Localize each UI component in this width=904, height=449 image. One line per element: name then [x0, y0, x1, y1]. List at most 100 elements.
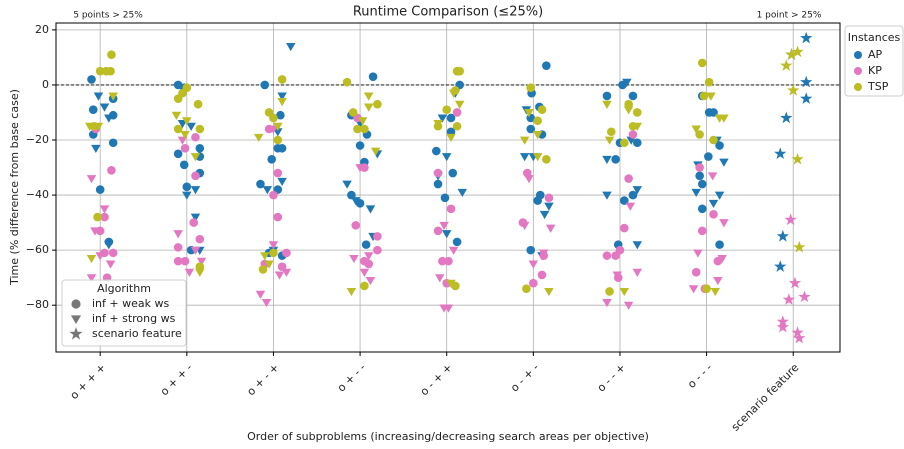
point — [173, 124, 183, 134]
point — [264, 260, 274, 269]
point — [774, 260, 787, 272]
point — [533, 196, 542, 205]
point — [625, 202, 636, 211]
point — [632, 186, 643, 195]
point — [364, 103, 374, 112]
point — [800, 75, 813, 88]
point — [695, 130, 704, 139]
point — [602, 155, 612, 165]
y-tick-label: 20 — [35, 23, 49, 36]
point — [539, 210, 550, 220]
legend-box — [844, 25, 904, 97]
point — [606, 127, 616, 137]
point — [277, 98, 287, 107]
point — [440, 193, 450, 203]
point — [632, 122, 643, 131]
point — [628, 130, 638, 139]
point — [785, 48, 798, 60]
point — [532, 153, 543, 162]
point — [454, 100, 465, 109]
point — [360, 124, 369, 134]
point — [282, 248, 291, 258]
point — [93, 122, 104, 131]
legend-box — [61, 279, 187, 347]
point — [348, 108, 358, 117]
point — [538, 249, 549, 258]
point — [526, 83, 536, 92]
point — [612, 271, 623, 280]
point — [173, 230, 183, 239]
point — [182, 191, 192, 200]
point — [691, 267, 701, 277]
y-tick-label: −80 — [26, 298, 49, 311]
point — [268, 125, 279, 134]
point — [433, 226, 443, 236]
point — [622, 78, 632, 87]
legend-label: inf + weak ws — [92, 297, 169, 310]
point — [439, 221, 449, 231]
point — [787, 84, 800, 96]
point — [359, 268, 370, 277]
point — [432, 146, 441, 156]
point — [632, 138, 642, 148]
point — [90, 227, 100, 236]
point — [433, 179, 443, 189]
point — [619, 287, 630, 297]
point — [107, 50, 116, 59]
point — [182, 182, 192, 192]
point — [355, 164, 365, 173]
point — [107, 165, 116, 175]
point — [373, 99, 382, 109]
point — [446, 113, 456, 123]
point — [91, 144, 101, 153]
point — [697, 58, 707, 68]
point — [699, 91, 709, 101]
point — [184, 268, 195, 277]
plot-frame — [55, 22, 841, 353]
point — [632, 241, 643, 250]
point — [99, 103, 110, 112]
point — [719, 114, 729, 123]
point — [370, 147, 381, 156]
point — [433, 168, 443, 178]
point — [632, 268, 643, 277]
point — [365, 276, 376, 286]
point — [544, 287, 554, 297]
point — [709, 135, 718, 145]
point — [691, 125, 701, 134]
point — [800, 92, 813, 104]
point — [357, 117, 368, 126]
point — [695, 163, 704, 172]
legend-title: Instances — [848, 31, 901, 44]
point — [173, 149, 183, 159]
point — [173, 243, 183, 252]
point — [180, 256, 190, 266]
point — [446, 204, 456, 214]
point — [189, 218, 199, 227]
point — [780, 59, 793, 71]
point — [697, 226, 707, 236]
point — [782, 293, 796, 305]
point — [273, 135, 283, 145]
point — [446, 133, 456, 142]
point — [697, 179, 707, 189]
point — [273, 212, 283, 222]
point — [104, 241, 114, 250]
point — [373, 245, 382, 255]
point — [791, 326, 804, 338]
point — [342, 180, 352, 189]
point — [104, 114, 114, 123]
point — [365, 205, 376, 214]
point — [444, 256, 453, 266]
point — [524, 175, 534, 184]
point — [373, 232, 382, 241]
point — [798, 290, 811, 303]
point — [355, 141, 365, 150]
legend-label: inf + strong ws — [92, 312, 176, 325]
point — [255, 290, 266, 299]
point — [267, 154, 277, 164]
point — [353, 124, 362, 134]
point — [717, 254, 727, 264]
point — [446, 279, 456, 288]
